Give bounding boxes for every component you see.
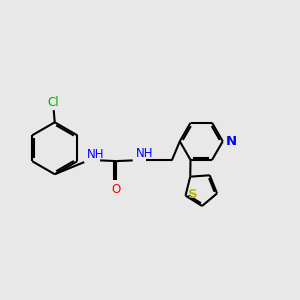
Text: NH: NH bbox=[87, 148, 104, 161]
Text: NH: NH bbox=[136, 147, 153, 160]
Text: N: N bbox=[226, 135, 237, 148]
Text: O: O bbox=[112, 183, 121, 196]
Text: Cl: Cl bbox=[47, 96, 59, 109]
Text: S: S bbox=[188, 188, 198, 201]
